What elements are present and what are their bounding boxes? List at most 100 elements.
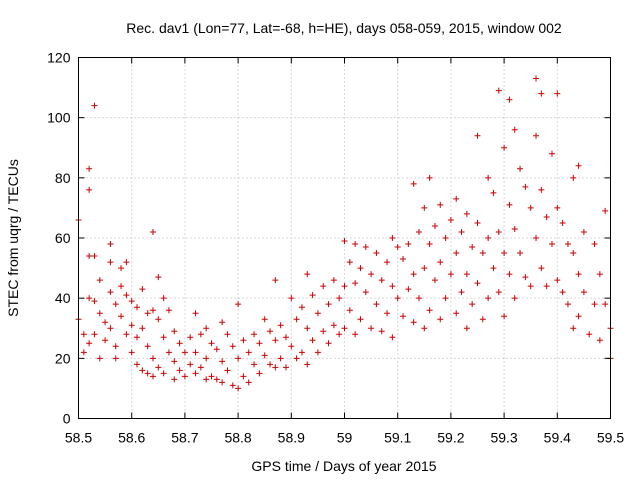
data-point xyxy=(453,250,460,257)
plot-frame xyxy=(78,57,611,419)
data-point xyxy=(256,340,263,347)
data-point xyxy=(309,337,316,344)
data-point xyxy=(229,382,236,389)
data-point xyxy=(575,162,582,169)
data-point xyxy=(165,307,172,314)
data-point xyxy=(517,250,524,257)
data-point xyxy=(570,174,577,181)
data-point xyxy=(559,289,566,296)
data-point xyxy=(564,301,571,308)
data-point xyxy=(458,228,465,235)
data-point xyxy=(144,343,151,350)
data-point xyxy=(203,325,210,332)
y-tick-label: 100 xyxy=(47,110,71,126)
data-point xyxy=(91,253,98,260)
data-point xyxy=(176,367,183,374)
data-point xyxy=(91,102,98,109)
y-tick-label: 0 xyxy=(63,411,71,427)
data-point xyxy=(533,132,540,139)
data-point xyxy=(410,271,417,278)
data-point xyxy=(389,334,396,341)
data-point xyxy=(426,307,433,314)
data-point xyxy=(235,355,242,362)
data-point xyxy=(139,286,146,293)
data-point xyxy=(421,265,428,272)
data-point xyxy=(559,219,566,226)
data-point xyxy=(352,241,359,248)
data-point xyxy=(538,265,545,272)
data-point xyxy=(341,238,348,245)
data-point xyxy=(378,328,385,335)
data-point xyxy=(149,307,156,314)
data-point xyxy=(517,165,524,172)
data-point xyxy=(293,355,300,362)
data-point xyxy=(203,355,210,362)
data-point xyxy=(91,331,98,338)
data-point xyxy=(501,313,508,320)
data-point xyxy=(96,277,103,284)
data-point xyxy=(107,325,114,332)
data-point xyxy=(352,280,359,287)
data-point xyxy=(495,289,502,296)
data-point xyxy=(426,241,433,248)
data-point xyxy=(368,325,375,332)
data-point xyxy=(197,364,204,371)
data-point xyxy=(421,204,428,211)
data-point xyxy=(272,337,279,344)
x-tick-label: 59.5 xyxy=(597,430,624,446)
data-point xyxy=(149,373,156,380)
data-point xyxy=(107,241,114,248)
data-point xyxy=(91,298,98,305)
data-point xyxy=(554,277,561,284)
data-point xyxy=(277,355,284,362)
data-point xyxy=(240,337,247,344)
data-point xyxy=(330,277,337,284)
data-point xyxy=(511,126,518,133)
data-point xyxy=(554,204,561,211)
data-point xyxy=(405,241,412,248)
data-point xyxy=(181,349,188,356)
data-point xyxy=(314,349,321,356)
data-point xyxy=(527,204,534,211)
data-point xyxy=(325,340,332,347)
data-point xyxy=(304,271,311,278)
data-point xyxy=(314,310,321,317)
data-point xyxy=(96,310,103,317)
data-point xyxy=(591,301,598,308)
data-point xyxy=(437,316,444,323)
data-point xyxy=(171,376,178,383)
data-point xyxy=(548,150,555,157)
data-point xyxy=(128,322,135,329)
data-point xyxy=(171,358,178,365)
data-point xyxy=(506,96,513,103)
data-point xyxy=(336,331,343,338)
data-point xyxy=(447,271,454,278)
data-point xyxy=(112,301,119,308)
data-point xyxy=(415,228,422,235)
data-point xyxy=(373,301,380,308)
grid xyxy=(78,57,611,419)
data-point xyxy=(474,132,481,139)
data-point xyxy=(134,304,141,311)
data-point xyxy=(102,319,109,326)
data-point xyxy=(118,313,125,320)
data-point xyxy=(107,259,114,266)
x-tick-label: 58.7 xyxy=(171,430,198,446)
data-point xyxy=(538,186,545,193)
data-point xyxy=(458,289,465,296)
data-point xyxy=(134,361,141,368)
data-point xyxy=(107,289,114,296)
data-point xyxy=(602,301,609,308)
data-point xyxy=(272,364,279,371)
data-point xyxy=(543,213,550,220)
data-point xyxy=(187,361,194,368)
data-point xyxy=(463,325,470,332)
data-point xyxy=(394,244,401,251)
data-point xyxy=(309,292,316,299)
data-point xyxy=(245,349,252,356)
x-tick-label: 59.2 xyxy=(437,430,464,446)
data-point xyxy=(298,349,305,356)
data-point xyxy=(181,373,188,380)
data-point xyxy=(304,325,311,332)
data-point xyxy=(219,358,226,365)
